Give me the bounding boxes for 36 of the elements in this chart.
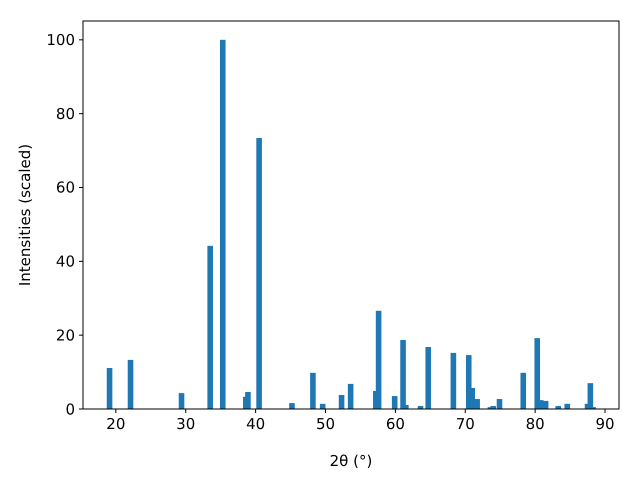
bar [418, 406, 424, 409]
bar [310, 372, 316, 409]
x-tick-label: 70 [456, 415, 475, 433]
bar [392, 396, 398, 409]
x-tick-label: 50 [316, 415, 336, 433]
bar [289, 403, 295, 409]
y-tick-label: 20 [56, 326, 75, 344]
bar [128, 360, 134, 409]
bar [588, 383, 594, 409]
bar [376, 310, 382, 409]
bar [220, 40, 226, 409]
bar [348, 384, 354, 409]
x-tick-label: 90 [595, 415, 615, 433]
bar [207, 246, 213, 409]
bar [178, 393, 184, 409]
x-axis-title: 2θ (°) [330, 452, 372, 470]
bar [450, 352, 456, 409]
bar [338, 394, 344, 409]
y-axis-title: Intensities (scaled) [16, 144, 34, 286]
bar [106, 368, 112, 409]
x-tick-label: 40 [246, 415, 266, 433]
y-tick-label: 40 [56, 252, 75, 271]
bar [245, 392, 251, 409]
x-tick-label: 30 [176, 415, 196, 433]
x-tick-label: 20 [106, 415, 126, 433]
x-tick-label: 80 [526, 415, 545, 433]
y-tick-label: 100 [46, 31, 75, 50]
bar [534, 338, 540, 409]
bar [520, 372, 526, 409]
x-tick-label: 60 [386, 415, 405, 433]
y-tick-label: 80 [56, 104, 75, 123]
bar [400, 340, 406, 409]
bar [425, 346, 432, 409]
y-tick-label: 60 [56, 178, 75, 197]
y-tick-label: 0 [65, 400, 75, 418]
bar [256, 138, 262, 409]
